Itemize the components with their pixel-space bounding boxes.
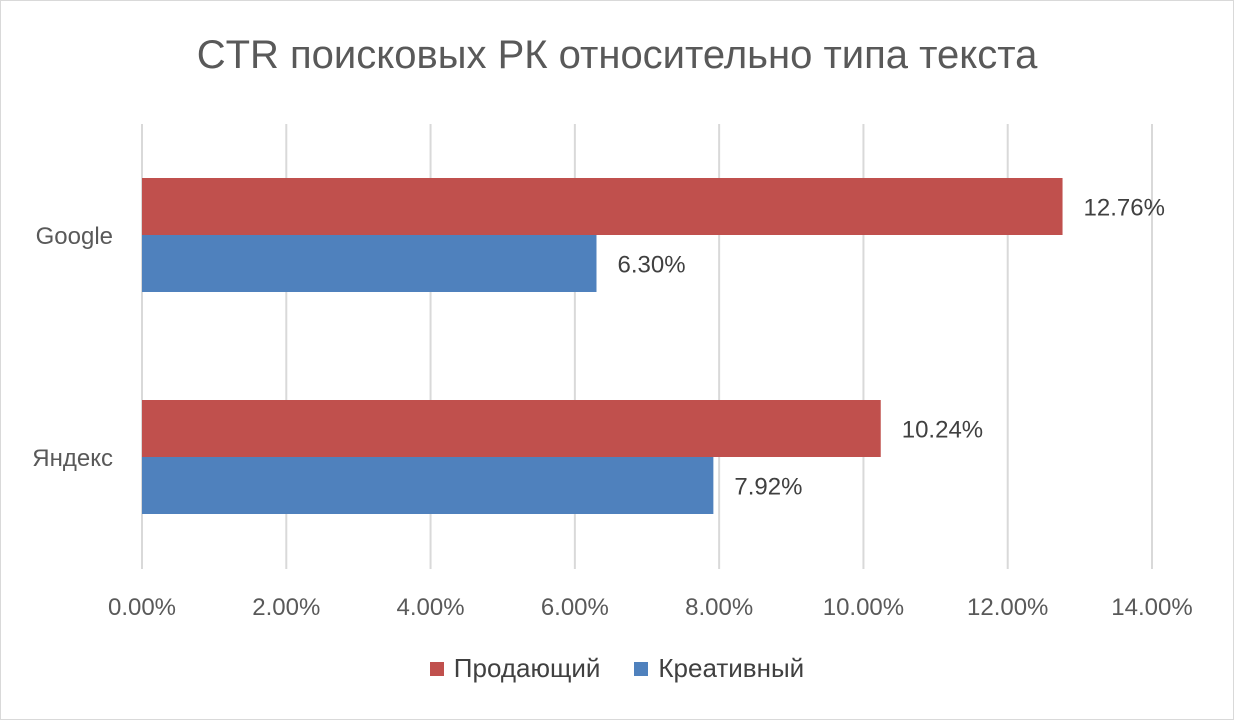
x-tick-label-3: 6.00%	[541, 594, 609, 621]
x-tick-label-0: 0.00%	[108, 594, 176, 621]
bars	[142, 178, 1063, 514]
chart-title: CTR поисковых РК относительно типа текст…	[196, 33, 1038, 77]
legend-swatch-kreativnyy	[634, 661, 649, 676]
legend-label-prodayushchiy: Продающий	[453, 653, 601, 683]
x-tick-label-6: 12.00%	[967, 594, 1048, 621]
legend-item-kreativnyy: Креативный	[634, 653, 804, 684]
legend-swatch-prodayushchiy	[429, 661, 444, 676]
x-tick-label-1: 2.00%	[252, 594, 320, 621]
x-tick-label-2: 4.00%	[397, 594, 465, 621]
data-label-series0-cat0: 12.76%	[1084, 195, 1165, 222]
data-label-series1-cat1: 7.92%	[734, 474, 802, 501]
category-label-0: Google	[36, 223, 113, 250]
x-tick-label-4: 8.00%	[685, 594, 753, 621]
legend: Продающий Креативный	[1, 653, 1233, 684]
legend-item-prodayushchiy: Продающий	[429, 653, 601, 684]
bar-series0-cat0	[142, 178, 1063, 235]
category-label-1: Яндекс	[32, 445, 113, 472]
bar-series1-cat0	[142, 235, 597, 292]
legend-label-kreativnyy: Креативный	[658, 653, 805, 683]
bar-series0-cat1	[142, 400, 881, 457]
data-label-series1-cat0: 6.30%	[618, 252, 686, 279]
data-label-series0-cat1: 10.24%	[902, 417, 983, 444]
axes: 0.00% 2.00% 4.00% 6.00% 8.00% 10.00% 12.00% 14.…	[32, 223, 1192, 621]
x-tick-label-7: 14.00%	[1111, 594, 1192, 621]
bar-series1-cat1	[142, 457, 714, 514]
data-labels: 12.76% 10.24% 6.30% 7.92%	[618, 195, 1165, 501]
x-tick-label-5: 10.00%	[823, 594, 904, 621]
